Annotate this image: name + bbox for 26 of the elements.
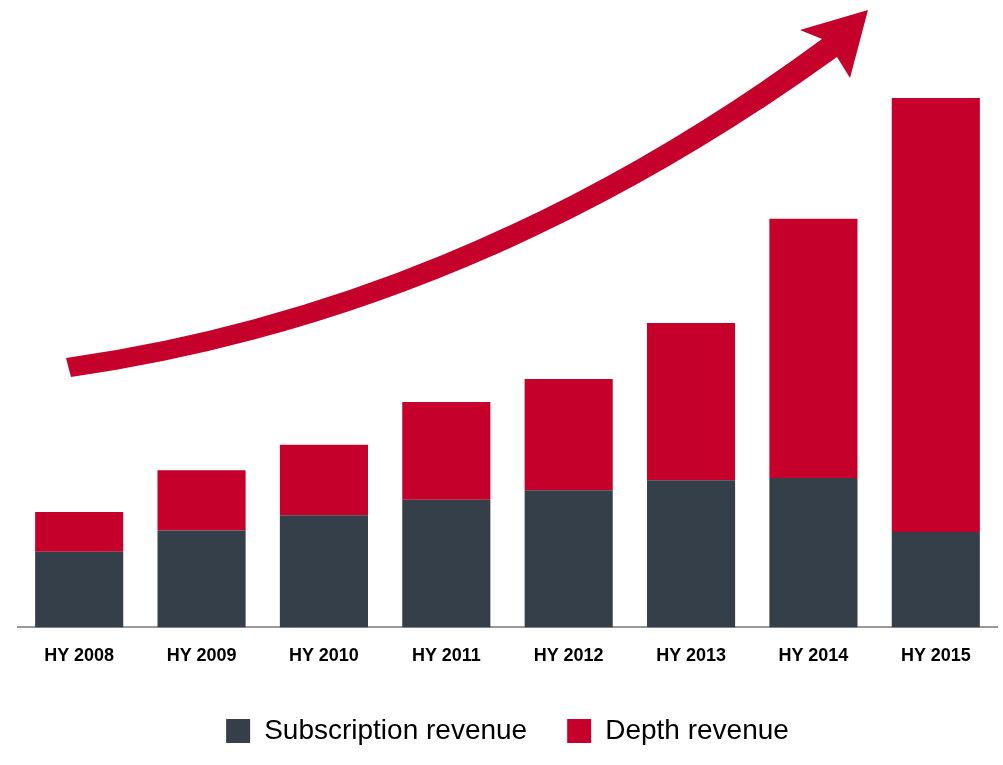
x-tick-label: HY 2010	[289, 645, 359, 666]
x-tick-label: HY 2015	[900, 645, 971, 666]
bar	[402, 499, 491, 628]
bar	[524, 490, 613, 628]
x-tick-label: HY 2013	[656, 645, 726, 666]
bar	[402, 401, 491, 500]
x-tick-label: HY 2009	[166, 645, 237, 666]
bar	[35, 551, 124, 628]
bar	[891, 98, 980, 533]
x-tick-label: HY 2011	[411, 645, 481, 666]
bar	[157, 530, 246, 628]
bar	[647, 323, 736, 481]
x-tick-label: HY 2014	[778, 645, 849, 666]
bar	[35, 511, 124, 552]
bar	[891, 532, 980, 628]
bar	[524, 379, 613, 491]
legend-label: Depth revenue	[605, 713, 789, 745]
x-tick-label: HY 2008	[44, 645, 115, 666]
bar	[279, 444, 368, 516]
bar	[769, 478, 858, 628]
bar	[279, 515, 368, 628]
legend-label: Subscription revenue	[264, 713, 528, 745]
bar	[647, 480, 736, 628]
bar	[769, 218, 858, 479]
x-tick-label: HY 2012	[533, 645, 604, 666]
bar	[157, 470, 246, 531]
